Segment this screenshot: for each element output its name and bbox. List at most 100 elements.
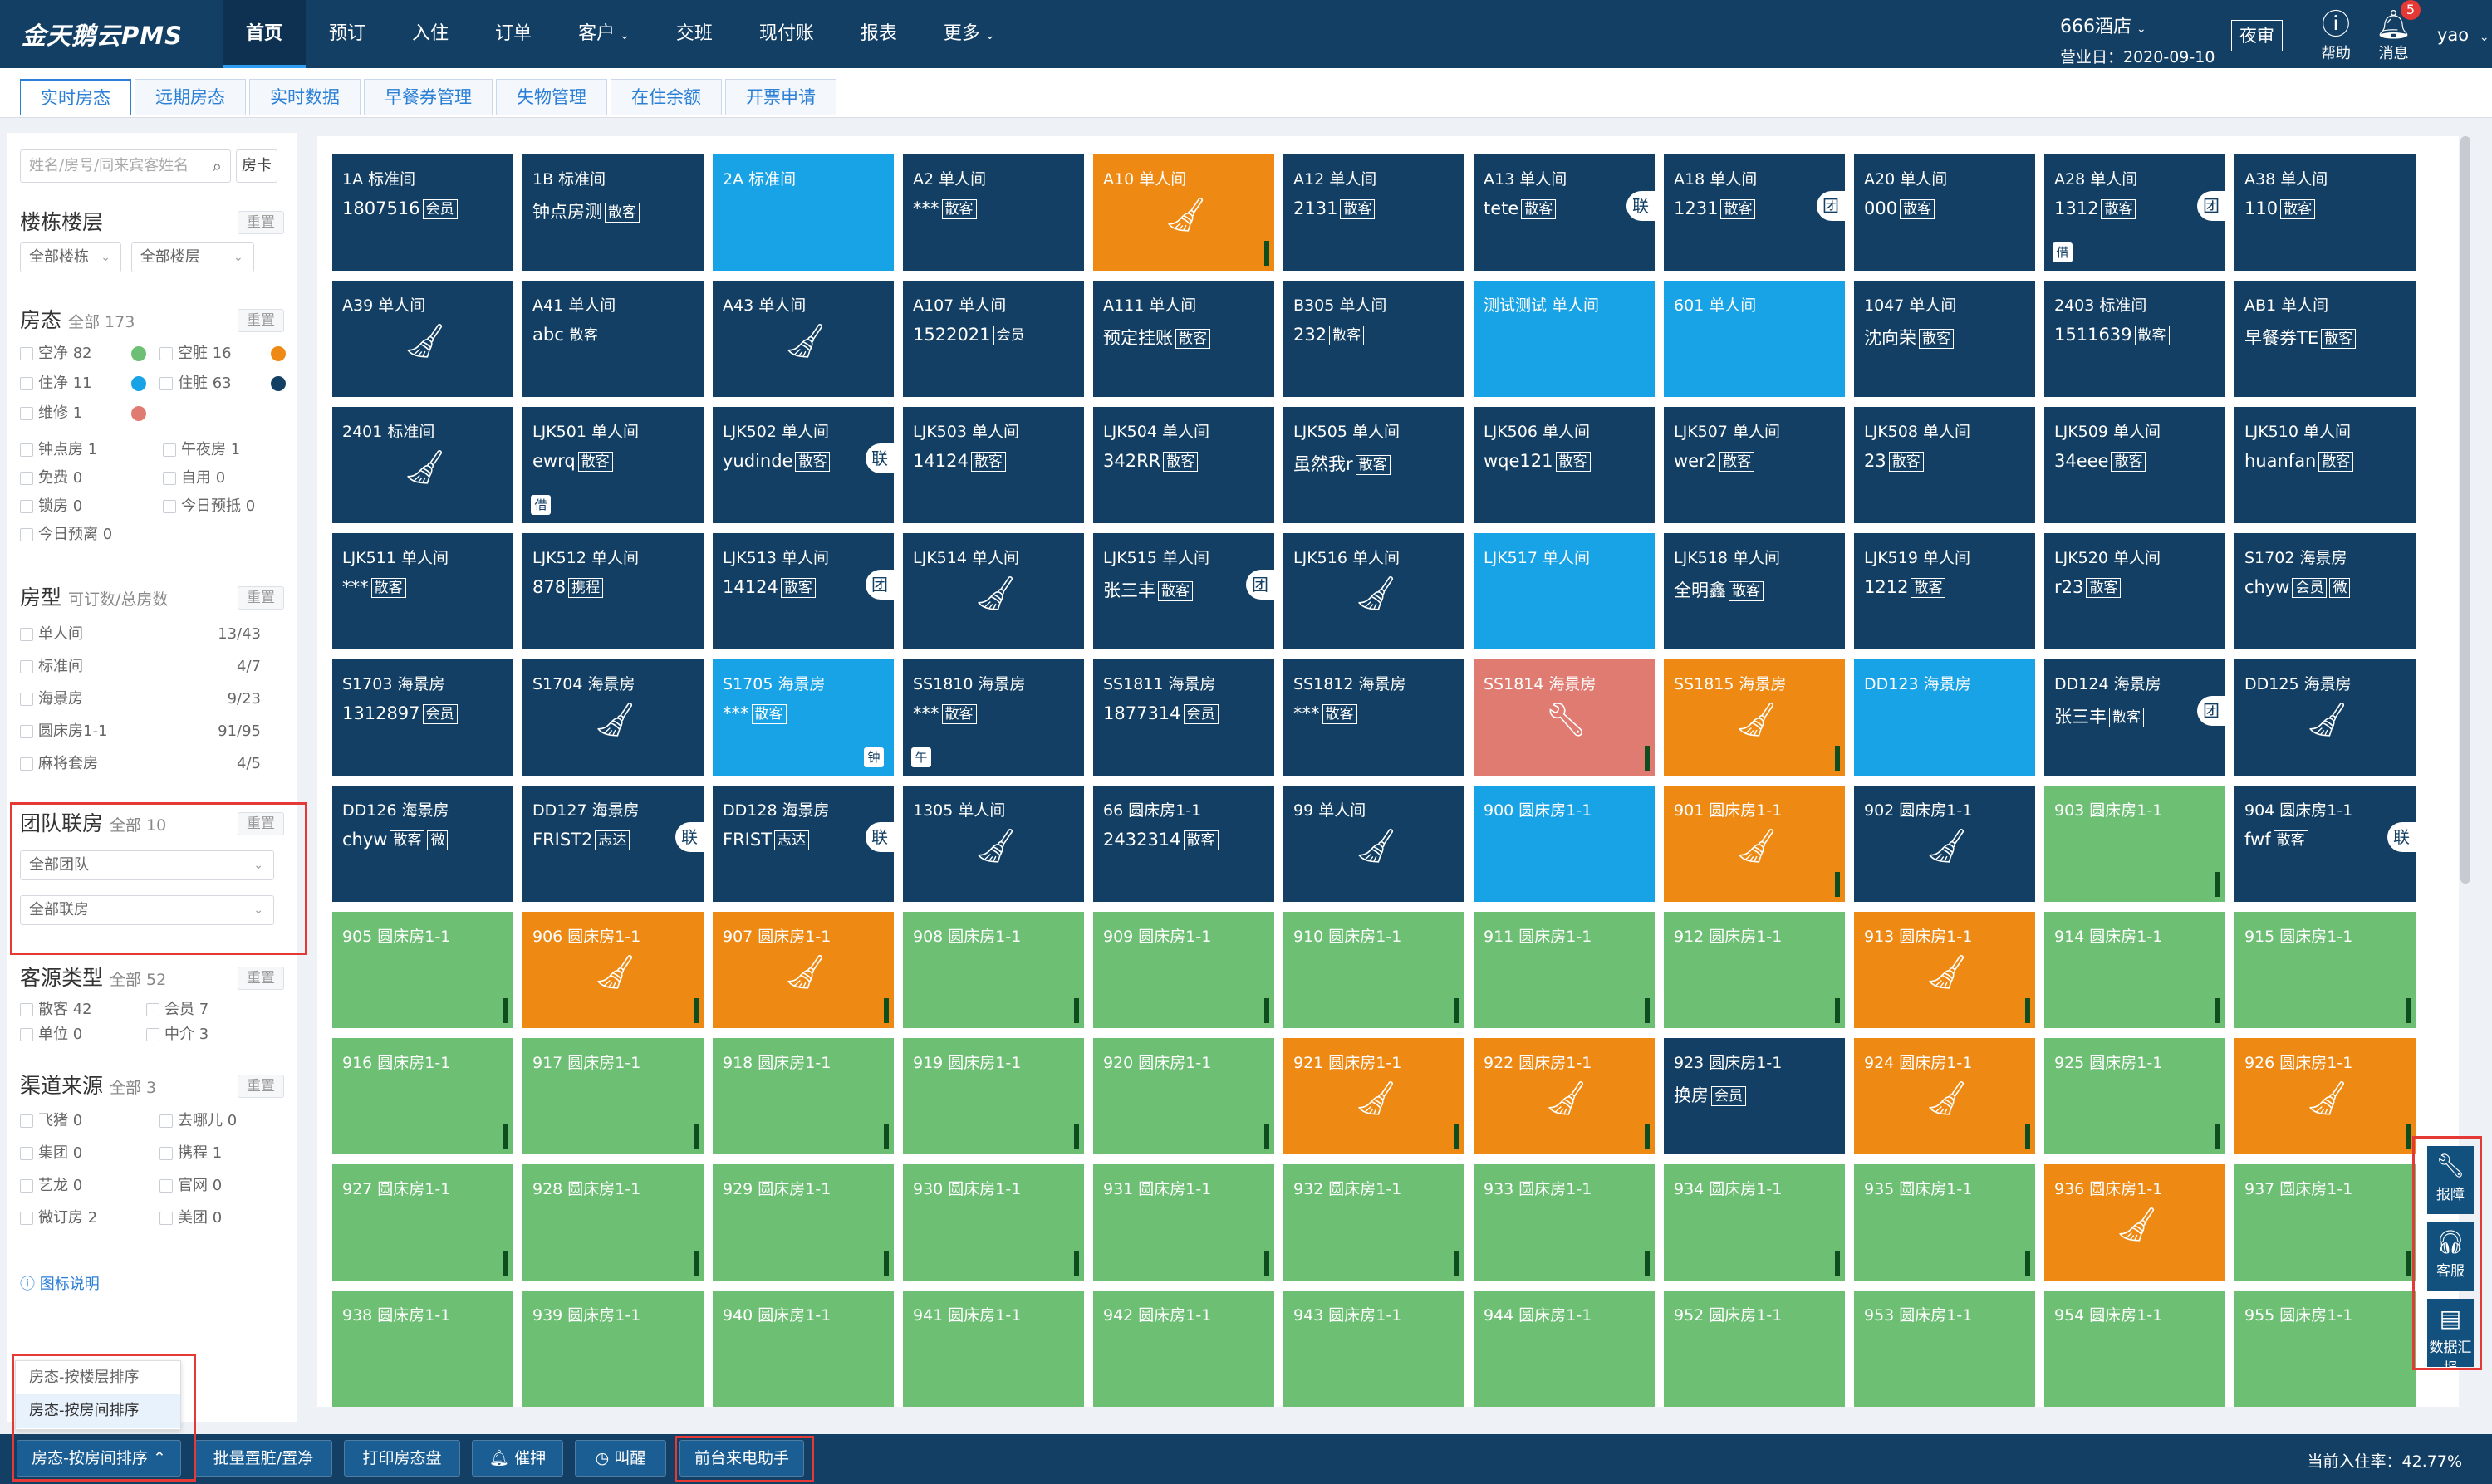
float-tool-button[interactable]: 🔧︎ 报障 <box>2427 1146 2474 1214</box>
room-type-option[interactable]: 标准间 4/7 <box>20 650 286 683</box>
room-card[interactable]: LJK514 单人间 🧹︎ <box>903 533 1084 649</box>
room-card[interactable]: 912 圆床房1-1 <box>1664 912 1845 1028</box>
reset-button[interactable]: 重置 <box>238 586 284 610</box>
source-option[interactable]: 会员 7 <box>146 995 208 1024</box>
room-card-button[interactable]: 房卡 <box>236 149 277 183</box>
source-option[interactable]: 单位 0 <box>20 1020 82 1049</box>
room-card[interactable]: LJK512 单人间 878 携程 <box>522 533 704 649</box>
sort-by-room-option[interactable]: 房态-按房间排序 <box>16 1394 180 1428</box>
room-card[interactable]: 917 圆床房1-1 <box>522 1038 704 1154</box>
room-card[interactable]: A111 单人间 预定挂账 散客 <box>1093 281 1274 397</box>
hotel-switcher[interactable]: 666酒店 ⌄ 营业日：2020-09-10 <box>2060 12 2215 67</box>
room-card[interactable]: SS1810 海景房 *** 散客午 <box>903 659 1084 776</box>
room-card[interactable]: 909 圆床房1-1 <box>1093 912 1274 1028</box>
icon-legend-link[interactable]: ⓘ 图标说明 <box>20 1272 100 1294</box>
room-card[interactable]: 921 圆床房1-1 🧹︎ <box>1283 1038 1464 1154</box>
room-card[interactable]: 941 圆床房1-1 <box>903 1291 1084 1407</box>
nav-item[interactable]: 首页 <box>223 0 307 68</box>
room-card[interactable]: A18 单人间 1231 散客 团 <box>1664 154 1845 271</box>
search-icon[interactable]: ⌕ <box>212 156 222 176</box>
room-card[interactable]: 916 圆床房1-1 <box>332 1038 513 1154</box>
room-card[interactable]: 944 圆床房1-1 <box>1474 1291 1655 1407</box>
room-card[interactable]: 928 圆床房1-1 <box>522 1164 704 1281</box>
room-card[interactable]: SS1811 海景房 1877314 会员 <box>1093 659 1274 776</box>
reset-button[interactable]: 重置 <box>238 309 284 332</box>
nav-item[interactable]: 现付账 <box>736 0 837 68</box>
room-card[interactable]: 911 圆床房1-1 <box>1474 912 1655 1028</box>
group-select[interactable]: 全部团队 ⌄ <box>20 850 274 880</box>
room-card[interactable]: LJK510 单人间 huanfan 散客 <box>2234 407 2416 523</box>
float-tool-button[interactable]: 🎧︎ 客服 <box>2427 1222 2474 1291</box>
username[interactable]: yao <box>2437 25 2470 45</box>
channel-option[interactable]: 官网 0 <box>159 1171 222 1200</box>
room-card[interactable]: 929 圆床房1-1 <box>713 1164 894 1281</box>
room-card[interactable]: LJK507 单人间 wer2 散客 <box>1664 407 1845 523</box>
tab-2[interactable]: 实时数据 <box>249 79 361 115</box>
room-card[interactable]: 913 圆床房1-1 🧹︎ <box>1854 912 2035 1028</box>
reset-button[interactable]: 重置 <box>238 1075 284 1098</box>
flag-option[interactable]: 钟点房 1 <box>20 435 97 464</box>
room-card[interactable]: A38 单人间 110 散客 <box>2234 154 2416 271</box>
room-card[interactable]: LJK505 单人间 虽然我r 散客 <box>1283 407 1464 523</box>
room-card[interactable]: 927 圆床房1-1 <box>332 1164 513 1281</box>
room-card[interactable]: LJK511 单人间 *** 散客 <box>332 533 513 649</box>
room-card[interactable]: 935 圆床房1-1 <box>1854 1164 2035 1281</box>
room-card[interactable]: LJK515 单人间 张三丰 散客 团 <box>1093 533 1274 649</box>
room-card[interactable]: 601 单人间 <box>1664 281 1845 397</box>
reset-button[interactable]: 重置 <box>238 967 284 990</box>
status-option[interactable]: 空净 82 <box>20 339 92 368</box>
tab-3[interactable]: 早餐券管理 <box>364 79 493 115</box>
nav-item[interactable]: 预订 <box>306 0 389 68</box>
room-card[interactable]: 919 圆床房1-1 <box>903 1038 1084 1154</box>
room-card[interactable]: 933 圆床房1-1 <box>1474 1164 1655 1281</box>
room-card[interactable]: 2A 标准间 <box>713 154 894 271</box>
room-card[interactable]: 943 圆床房1-1 <box>1283 1291 1464 1407</box>
room-card[interactable]: DD126 海景房 chyw 散客微 <box>332 786 513 902</box>
room-card[interactable]: A43 单人间 🧹︎ <box>713 281 894 397</box>
room-card[interactable]: LJK503 单人间 14124 散客 <box>903 407 1084 523</box>
channel-option[interactable]: 艺龙 0 <box>20 1171 82 1200</box>
room-card[interactable]: DD127 海景房 FRIST2 志达 联 <box>522 786 704 902</box>
checkbox[interactable] <box>20 1212 33 1225</box>
room-card[interactable]: 922 圆床房1-1 🧹︎ <box>1474 1038 1655 1154</box>
room-card[interactable]: 1B 标准间 钟点房测 散客 <box>522 154 704 271</box>
room-card[interactable]: A12 单人间 2131 散客 <box>1283 154 1464 271</box>
channel-option[interactable]: 集团 0 <box>20 1139 82 1168</box>
grid-scrollbar[interactable] <box>2460 136 2470 884</box>
status-option[interactable]: 住脏 63 <box>159 369 232 398</box>
checkbox[interactable] <box>20 407 33 420</box>
room-card[interactable]: 907 圆床房1-1 🧹︎ <box>713 912 894 1028</box>
room-card[interactable]: DD124 海景房 张三丰 散客 团 <box>2044 659 2225 776</box>
room-card[interactable]: 99 单人间 🧹︎ <box>1283 786 1464 902</box>
reset-button[interactable]: 重置 <box>238 812 284 835</box>
room-card[interactable]: 903 圆床房1-1 <box>2044 786 2225 902</box>
room-card[interactable]: 910 圆床房1-1 <box>1283 912 1464 1028</box>
room-card[interactable]: LJK506 单人间 wqe121 散客 <box>1474 407 1655 523</box>
room-card[interactable]: 937 圆床房1-1 <box>2234 1164 2416 1281</box>
room-card[interactable]: DD125 海景房 🧹︎ <box>2234 659 2416 776</box>
help-button[interactable]: ⓘ 帮助 <box>2321 8 2351 63</box>
deposit-reminder-button[interactable]: 🔔︎ 催押 <box>472 1440 563 1477</box>
room-card[interactable]: 934 圆床房1-1 <box>1664 1164 1845 1281</box>
nav-item[interactable]: 订单 <box>472 0 555 68</box>
room-card[interactable]: LJK504 单人间 342RR 散客 <box>1093 407 1274 523</box>
channel-option[interactable]: 微订房 2 <box>20 1203 97 1232</box>
source-option[interactable]: 散客 42 <box>20 995 92 1024</box>
room-card[interactable]: 938 圆床房1-1 <box>332 1291 513 1407</box>
checkbox[interactable] <box>20 1003 33 1016</box>
user-menu[interactable]: yao ⌄ <box>2437 25 2490 45</box>
checkbox[interactable] <box>159 1212 173 1225</box>
room-card[interactable]: LJK509 单人间 34eee 散客 <box>2044 407 2225 523</box>
room-card[interactable]: 942 圆床房1-1 <box>1093 1291 1274 1407</box>
room-card[interactable]: 955 圆床房1-1 <box>2234 1291 2416 1407</box>
checkbox[interactable] <box>20 725 33 738</box>
room-card[interactable]: 954 圆床房1-1 <box>2044 1291 2225 1407</box>
flag-option[interactable]: 今日预抵 0 <box>163 492 255 521</box>
room-type-option[interactable]: 圆床房1-1 91/95 <box>20 715 286 747</box>
room-type-option[interactable]: 单人间 13/43 <box>20 618 286 650</box>
checkbox[interactable] <box>20 1179 33 1193</box>
nav-item[interactable]: 交班 <box>653 0 736 68</box>
channel-option[interactable]: 去哪儿 0 <box>159 1106 237 1135</box>
room-card[interactable]: 923 圆床房1-1 换房 会员 <box>1664 1038 1845 1154</box>
nav-item[interactable]: 入住 <box>389 0 472 68</box>
